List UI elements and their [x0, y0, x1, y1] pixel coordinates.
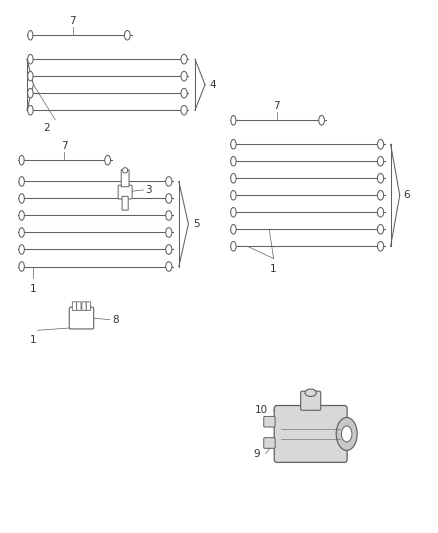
Ellipse shape: [19, 193, 25, 203]
Text: 10: 10: [255, 405, 268, 415]
Ellipse shape: [166, 262, 172, 271]
Ellipse shape: [231, 241, 236, 251]
Text: 1: 1: [270, 264, 277, 274]
Text: 5: 5: [193, 219, 199, 229]
Ellipse shape: [231, 173, 236, 183]
Text: 2: 2: [43, 123, 50, 133]
Ellipse shape: [28, 30, 33, 40]
FancyBboxPatch shape: [121, 169, 129, 187]
FancyBboxPatch shape: [264, 416, 275, 427]
Ellipse shape: [19, 176, 25, 186]
Text: 7: 7: [61, 141, 67, 151]
Text: 1: 1: [30, 335, 37, 344]
Text: 9: 9: [254, 449, 261, 458]
Ellipse shape: [378, 207, 384, 217]
Ellipse shape: [28, 71, 33, 81]
Ellipse shape: [231, 207, 236, 217]
Ellipse shape: [166, 245, 172, 254]
Text: 7: 7: [69, 15, 76, 26]
Ellipse shape: [28, 88, 33, 98]
FancyBboxPatch shape: [300, 391, 321, 410]
Ellipse shape: [378, 140, 384, 149]
Ellipse shape: [181, 54, 187, 64]
Ellipse shape: [28, 54, 33, 64]
Ellipse shape: [123, 167, 128, 173]
FancyBboxPatch shape: [72, 302, 77, 310]
FancyBboxPatch shape: [122, 196, 128, 210]
FancyBboxPatch shape: [264, 438, 275, 448]
Ellipse shape: [319, 116, 325, 125]
Ellipse shape: [378, 241, 384, 251]
FancyBboxPatch shape: [77, 302, 81, 310]
Ellipse shape: [124, 30, 130, 40]
Ellipse shape: [105, 156, 110, 165]
Text: 4: 4: [209, 80, 216, 90]
Ellipse shape: [231, 116, 236, 125]
Ellipse shape: [28, 106, 33, 115]
Ellipse shape: [19, 156, 24, 165]
Text: 1: 1: [30, 284, 37, 294]
Ellipse shape: [378, 157, 384, 166]
Ellipse shape: [166, 211, 172, 220]
Ellipse shape: [166, 193, 172, 203]
Ellipse shape: [181, 88, 187, 98]
Text: 8: 8: [112, 314, 119, 325]
Text: 3: 3: [146, 185, 152, 195]
Ellipse shape: [378, 190, 384, 200]
FancyBboxPatch shape: [86, 302, 91, 310]
Ellipse shape: [231, 157, 236, 166]
Ellipse shape: [336, 417, 357, 450]
Ellipse shape: [231, 224, 236, 234]
Ellipse shape: [166, 176, 172, 186]
Ellipse shape: [19, 262, 25, 271]
Ellipse shape: [342, 426, 352, 442]
Ellipse shape: [19, 211, 25, 220]
Ellipse shape: [181, 71, 187, 81]
FancyBboxPatch shape: [118, 185, 132, 199]
Ellipse shape: [181, 106, 187, 115]
FancyBboxPatch shape: [274, 406, 347, 463]
Ellipse shape: [231, 140, 236, 149]
Ellipse shape: [231, 190, 236, 200]
Ellipse shape: [19, 245, 25, 254]
Ellipse shape: [378, 224, 384, 234]
Text: 6: 6: [403, 190, 410, 200]
Ellipse shape: [305, 389, 316, 397]
FancyBboxPatch shape: [69, 307, 94, 329]
Ellipse shape: [19, 228, 25, 237]
Text: 7: 7: [273, 101, 280, 111]
FancyBboxPatch shape: [82, 302, 86, 310]
Ellipse shape: [166, 228, 172, 237]
Ellipse shape: [378, 173, 384, 183]
